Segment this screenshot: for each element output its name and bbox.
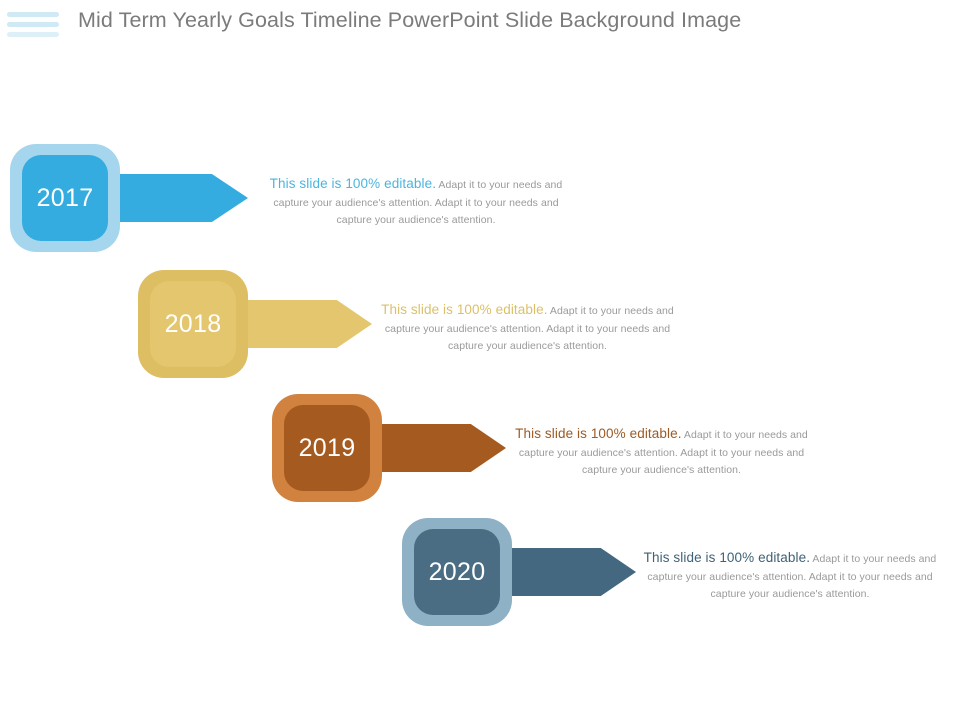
- description-body: Adapt it to your needs and capture your …: [384, 305, 674, 352]
- timeline-description-2020: This slide is 100% editable. Adapt it to…: [640, 550, 940, 603]
- year-label: 2017: [36, 183, 94, 212]
- description-lead: This slide is 100% editable.: [269, 176, 437, 191]
- timeline-row: 2018 This slide is 100% editable. Adapt i…: [138, 270, 675, 390]
- description-lead: This slide is 100% editable.: [381, 302, 548, 317]
- hamburger-bar-3: [7, 32, 59, 37]
- year-frame-2017: 2017: [10, 144, 120, 252]
- year-badge-2017[interactable]: 2017: [22, 155, 108, 241]
- timeline-description-2017: This slide is 100% editable. Adapt it to…: [266, 176, 566, 229]
- year-label: 2018: [164, 309, 222, 338]
- timeline-row: 2019 This slide is 100% editable. Adapt i…: [272, 394, 809, 514]
- hamburger-bar-2: [7, 22, 59, 27]
- timeline-description-2019: This slide is 100% editable. Adapt it to…: [514, 426, 809, 479]
- page-title: Mid Term Yearly Goals Timeline PowerPoin…: [78, 8, 742, 32]
- year-frame-2020: 2020: [402, 518, 512, 626]
- year-badge-2018[interactable]: 2018: [150, 281, 236, 367]
- year-frame-2018: 2018: [138, 270, 248, 378]
- year-label: 2019: [298, 433, 356, 462]
- page-header: Mid Term Yearly Goals Timeline PowerPoin…: [0, 0, 960, 54]
- description-lead: This slide is 100% editable.: [643, 550, 811, 565]
- year-label: 2020: [428, 557, 486, 586]
- description-body: Adapt it to your needs and capture your …: [647, 553, 937, 600]
- description-body: Adapt it to your needs and capture your …: [518, 429, 808, 476]
- year-badge-2019[interactable]: 2019: [284, 405, 370, 491]
- timeline-row: 2020 This slide is 100% editable. Adapt i…: [402, 518, 940, 638]
- hamburger-bar-1: [7, 12, 59, 17]
- year-badge-2020[interactable]: 2020: [414, 529, 500, 615]
- year-frame-2019: 2019: [272, 394, 382, 502]
- timeline-row: 2017 This slide is 100% editable. Adapt i…: [10, 144, 566, 264]
- description-body: Adapt it to your needs and capture your …: [273, 179, 563, 226]
- hamburger-icon[interactable]: [7, 12, 59, 42]
- description-lead: This slide is 100% editable.: [515, 426, 682, 441]
- timeline-description-2018: This slide is 100% editable. Adapt it to…: [380, 302, 675, 355]
